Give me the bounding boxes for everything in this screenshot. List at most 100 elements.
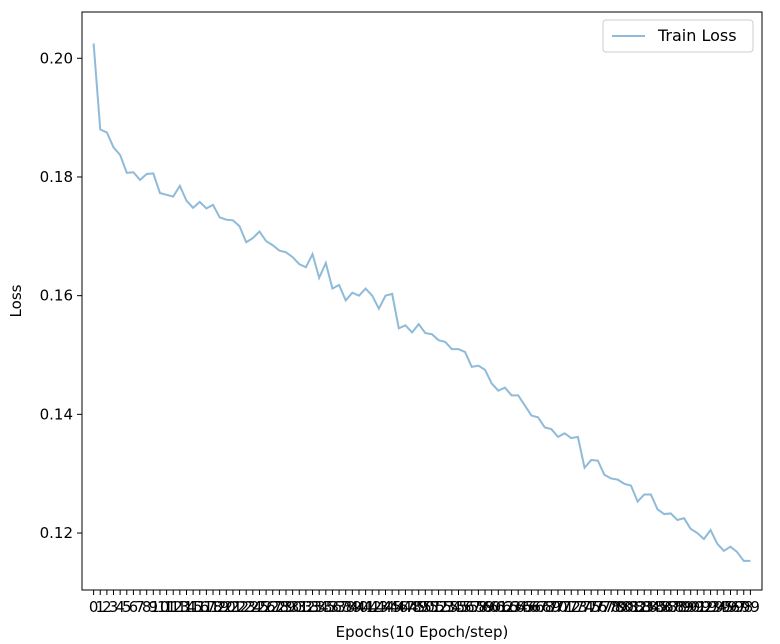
- train-loss-point: [570, 437, 572, 439]
- x-tick-label: 23: [237, 598, 256, 616]
- legend-box: [602, 19, 754, 53]
- train-loss-point: [690, 528, 692, 530]
- train-loss-point: [205, 207, 207, 209]
- x-tick-label: 4: [115, 598, 125, 616]
- x-tick-label: 8: [142, 598, 152, 616]
- x-tick-label: 40: [349, 598, 368, 616]
- train-loss-point: [696, 532, 698, 534]
- train-loss-point: [404, 324, 406, 326]
- train-loss-point: [471, 366, 473, 368]
- x-tick-label: 49: [409, 598, 428, 616]
- train-loss-point: [729, 546, 731, 548]
- train-loss-point: [749, 560, 751, 562]
- x-tick-label: 20: [217, 598, 236, 616]
- x-tick-label: 78: [602, 598, 621, 616]
- x-tick-label: 89: [675, 598, 694, 616]
- train-loss-point: [113, 146, 115, 148]
- x-tick-label: 39: [343, 598, 362, 616]
- train-loss-point: [252, 237, 254, 239]
- train-loss-point: [126, 172, 128, 174]
- train-loss-point: [623, 483, 625, 485]
- train-loss-point: [530, 415, 532, 417]
- x-tick-label: 92: [694, 598, 713, 616]
- train-loss-point: [557, 436, 559, 438]
- train-loss-point: [146, 173, 148, 175]
- train-loss-point: [318, 277, 320, 279]
- x-tick-label: 19: [210, 598, 229, 616]
- x-tick-label: 55: [449, 598, 468, 616]
- train-loss-point: [219, 216, 221, 218]
- x-tick-label: 93: [701, 598, 720, 616]
- x-tick-label: 6: [129, 598, 139, 616]
- train-loss-point: [106, 131, 108, 133]
- train-loss-point: [464, 351, 466, 353]
- x-tick-label: 68: [535, 598, 554, 616]
- x-tick-label: 87: [661, 598, 680, 616]
- train-loss-point: [650, 493, 652, 495]
- x-tick-label: 7: [135, 598, 145, 616]
- x-tick-label: 62: [495, 598, 514, 616]
- train-loss-point: [391, 293, 393, 295]
- x-tick-label: 46: [389, 598, 408, 616]
- x-tick-label: 1: [95, 598, 105, 616]
- legend-label-train-loss: Train Loss: [657, 26, 737, 45]
- train-loss-point: [710, 529, 712, 531]
- x-tick-label: 34: [310, 598, 329, 616]
- x-tick-label: 11: [157, 598, 176, 616]
- train-loss-point: [743, 560, 745, 562]
- train-loss-point: [338, 284, 340, 286]
- train-loss-point: [265, 240, 267, 242]
- train-loss-point: [139, 179, 141, 181]
- x-tick-label: 43: [369, 598, 388, 616]
- train-loss-point: [564, 432, 566, 434]
- x-tick-label: 69: [542, 598, 561, 616]
- x-tick-label: 38: [336, 598, 355, 616]
- plot-area: [81, 11, 763, 591]
- train-loss-point: [603, 474, 605, 476]
- x-tick-label: 72: [562, 598, 581, 616]
- train-loss-point: [683, 517, 685, 519]
- x-tick-label: 2: [102, 598, 112, 616]
- train-loss-point: [438, 339, 440, 341]
- train-loss-point: [477, 365, 479, 367]
- train-loss-point: [119, 154, 121, 156]
- x-tick-label: 10: [150, 598, 169, 616]
- y-tick-label: 0.12: [40, 524, 73, 542]
- x-tick-label: 82: [628, 598, 647, 616]
- x-tick-label: 56: [456, 598, 475, 616]
- x-tick-label: 26: [257, 598, 276, 616]
- train-loss-point: [305, 266, 307, 268]
- train-loss-point: [424, 332, 426, 334]
- x-tick-label: 99: [741, 598, 760, 616]
- y-tick-label: 0.18: [40, 168, 73, 186]
- train-loss-point: [431, 333, 433, 335]
- train-loss-point: [93, 42, 95, 44]
- x-tick-label: 95: [714, 598, 733, 616]
- x-tick-label: 97: [728, 598, 747, 616]
- x-tick-label: 0: [89, 598, 99, 616]
- x-tick-label: 58: [469, 598, 488, 616]
- train-loss-point: [258, 231, 260, 233]
- train-loss-point: [537, 416, 539, 418]
- x-tick-label: 66: [522, 598, 541, 616]
- train-loss-point: [99, 128, 101, 130]
- x-axis-ticks: 0123456789101112131415161718192021222324…: [89, 590, 760, 616]
- x-tick-label: 61: [489, 598, 508, 616]
- x-tick-label: 73: [568, 598, 587, 616]
- train-loss-point: [630, 485, 632, 487]
- x-tick-label: 96: [721, 598, 740, 616]
- x-tick-label: 57: [462, 598, 481, 616]
- x-tick-label: 41: [356, 598, 375, 616]
- train-loss-point: [544, 426, 546, 428]
- y-axis-label: Loss: [7, 284, 25, 317]
- train-loss-point: [278, 250, 280, 252]
- x-tick-label: 18: [203, 598, 222, 616]
- x-tick-label: 14: [177, 598, 196, 616]
- x-tick-label: 52: [429, 598, 448, 616]
- train-loss-point: [637, 501, 639, 503]
- y-axis-ticks: 0.12 0.14 0.16 0.18 0.20: [40, 49, 82, 542]
- x-tick-label: 36: [323, 598, 342, 616]
- train-loss-point: [212, 204, 214, 206]
- train-loss-point: [663, 513, 665, 515]
- train-loss-point: [723, 550, 725, 552]
